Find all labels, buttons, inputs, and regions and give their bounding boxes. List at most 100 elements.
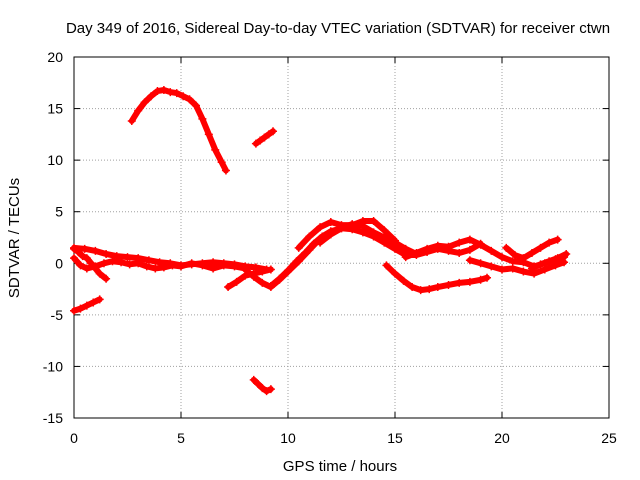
- data-point: [179, 92, 188, 101]
- data-point: [455, 278, 464, 287]
- data-point: [219, 261, 228, 270]
- data-point: [264, 130, 273, 139]
- data-point: [172, 89, 181, 98]
- data-point: [258, 384, 267, 393]
- series-arc-13: [382, 261, 492, 295]
- data-point: [70, 244, 78, 253]
- series-trace: [128, 87, 229, 174]
- data-point: [545, 238, 554, 247]
- data-point: [95, 295, 104, 304]
- x-tick-label: 20: [494, 430, 510, 446]
- data-point: [166, 88, 175, 97]
- data-point: [562, 250, 571, 259]
- data-point: [483, 273, 492, 282]
- data-point: [74, 247, 83, 256]
- data-point: [536, 260, 545, 269]
- data-point: [153, 87, 162, 96]
- data-point: [412, 248, 421, 257]
- data-point: [476, 240, 485, 249]
- data-point: [540, 265, 549, 274]
- data-point: [536, 243, 545, 252]
- data-point: [553, 235, 562, 244]
- data-point: [249, 272, 258, 281]
- data-point: [465, 235, 474, 244]
- data-point: [91, 246, 100, 255]
- data-point: [416, 286, 425, 295]
- series-arc-3: [70, 244, 111, 283]
- y-tick-label: -5: [51, 307, 64, 323]
- data-point: [316, 223, 325, 232]
- data-point: [508, 257, 517, 266]
- data-point: [70, 306, 78, 315]
- data-point: [266, 385, 275, 394]
- data-point: [527, 248, 536, 257]
- axis-ticks: [73, 56, 610, 419]
- data-point: [102, 250, 111, 259]
- data-point: [82, 264, 91, 273]
- data-point: [553, 254, 562, 263]
- data-point: [82, 301, 91, 310]
- data-point: [382, 261, 391, 270]
- data-point: [391, 269, 399, 278]
- data-point: [309, 239, 318, 248]
- data-point: [266, 281, 275, 290]
- series-arc-17: [527, 250, 571, 273]
- data-point: [76, 304, 85, 313]
- y-axis-label: SDTVAR / TECUs: [6, 178, 23, 298]
- data-point: [251, 139, 260, 148]
- data-point: [292, 257, 301, 266]
- data-point: [117, 258, 126, 267]
- data-point: [444, 280, 453, 289]
- x-tick-label: 15: [387, 430, 403, 446]
- data-point: [301, 248, 310, 257]
- data-point: [230, 262, 239, 271]
- data-point: [125, 260, 134, 269]
- data-point: [191, 101, 200, 110]
- data-point: [168, 261, 177, 270]
- series-arc-6: [251, 127, 278, 148]
- data-point: [140, 98, 149, 107]
- data-point: [530, 269, 539, 278]
- y-tick-labels: -15 -10 -5 0 5 10 15 20: [43, 49, 63, 426]
- data-point: [142, 262, 151, 271]
- data-point: [159, 86, 168, 95]
- series-trace: [317, 221, 420, 258]
- data-point: [269, 127, 278, 136]
- x-tick-label: 10: [280, 430, 296, 446]
- data-point: [401, 244, 410, 253]
- x-tick-labels: 0 5 10 15 20 25: [70, 430, 617, 446]
- data-point: [144, 256, 153, 265]
- data-point: [256, 136, 265, 145]
- data-point: [399, 276, 408, 285]
- data-point: [232, 277, 241, 286]
- data-point: [498, 253, 506, 262]
- data-point: [465, 245, 474, 254]
- data-point: [444, 242, 453, 251]
- data-point: [241, 265, 250, 274]
- data-point: [258, 278, 267, 287]
- data-point: [519, 267, 528, 276]
- data-point: [78, 252, 87, 261]
- data-point: [211, 145, 220, 154]
- data-point: [89, 298, 98, 307]
- data-point: [123, 253, 132, 262]
- data-point: [82, 254, 91, 263]
- data-marks: [70, 86, 571, 396]
- data-point: [275, 274, 284, 283]
- data-point: [401, 253, 410, 262]
- data-point: [134, 106, 143, 115]
- data-point: [337, 224, 346, 233]
- series-trace: [466, 257, 568, 277]
- data-point: [70, 254, 78, 263]
- data-point: [358, 222, 367, 231]
- data-point: [260, 133, 269, 142]
- data-point: [498, 265, 506, 274]
- data-point: [465, 277, 474, 286]
- series-arc-15: [465, 256, 569, 278]
- data-point: [545, 257, 554, 266]
- data-point: [254, 379, 263, 388]
- data-point: [198, 261, 207, 270]
- data-point: [258, 267, 267, 276]
- data-point: [80, 244, 89, 253]
